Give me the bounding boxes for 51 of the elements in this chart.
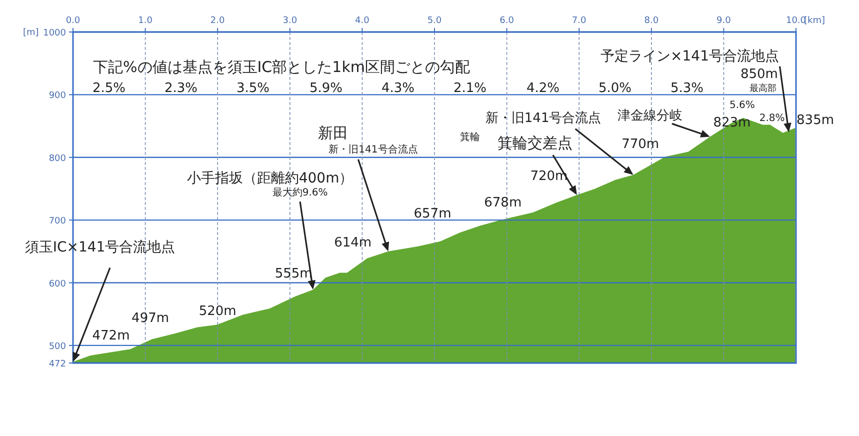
x-tick-label: 7.0 [572, 16, 587, 26]
annotation: 2.1% [453, 81, 487, 96]
annotation: 新田 [318, 124, 348, 142]
annotation: 770m [622, 136, 660, 152]
y-tick-label: 472 [48, 360, 66, 370]
annotation: 5.3% [670, 81, 704, 96]
annotation: 箕輪交差点 [497, 134, 572, 152]
annotation: 720m [530, 168, 568, 184]
annotation: 497m [132, 311, 170, 326]
annotation: 予定ライン×141号合流地点 [600, 48, 779, 64]
y-tick-label: 800 [48, 154, 66, 164]
annotation: 最高部 [750, 82, 777, 94]
annotation: 2.5% [92, 81, 126, 96]
y-axis-title: [m] [23, 28, 39, 38]
x-tick-label: 6.0 [500, 16, 514, 26]
x-tick-label: 4.0 [355, 16, 370, 26]
y-tick-label: 1000 [43, 28, 66, 38]
y-tick-label: 600 [48, 279, 66, 290]
y-tick-label: 900 [48, 91, 66, 102]
x-tick-label: 9.0 [716, 16, 732, 26]
annotation: 3.5% [236, 81, 270, 96]
y-tick-label: 700 [48, 216, 66, 227]
annotation: 新・旧141号合流点 [485, 110, 602, 126]
annotation: 4.2% [526, 81, 560, 96]
x-axis-title: [km] [804, 16, 826, 26]
annotation: 850m [740, 66, 778, 82]
annotation: 520m [198, 304, 236, 319]
x-tick-label: 3.0 [282, 16, 298, 26]
annotation: 小手指坂（距離約400m） [186, 170, 354, 187]
x-tick-label: 2.0 [210, 16, 226, 26]
annotation: 2.8% [759, 112, 785, 124]
annotation: 2.3% [164, 81, 198, 96]
annotation: 5.0% [598, 81, 632, 96]
annotation: 657m [414, 206, 452, 222]
annotation: 箕輪 [460, 131, 480, 143]
x-tick-label: 5.0 [427, 16, 442, 26]
annotation: 5.9% [309, 81, 343, 96]
annotation: 津金線分岐 [617, 108, 682, 124]
x-tick-label: 8.0 [644, 16, 659, 26]
x-tick-label: 1.0 [138, 16, 153, 26]
annotation: 4.3% [381, 81, 415, 96]
y-tick-label: 500 [48, 342, 66, 352]
annotation: 472m [92, 328, 130, 344]
x-tick-label: 0.0 [66, 16, 80, 26]
annotation: 835m [796, 112, 834, 128]
annotation: 5.6% [729, 100, 755, 111]
annotation: 新・旧141号合流点 [328, 143, 418, 156]
annotation: 678m [484, 196, 522, 211]
annotation: 614m [334, 236, 372, 251]
annotation: 最大約9.6% [272, 186, 328, 199]
text: 下記%の値は基点を須玉IC部とした1km区間ごとの勾配 [93, 58, 470, 76]
